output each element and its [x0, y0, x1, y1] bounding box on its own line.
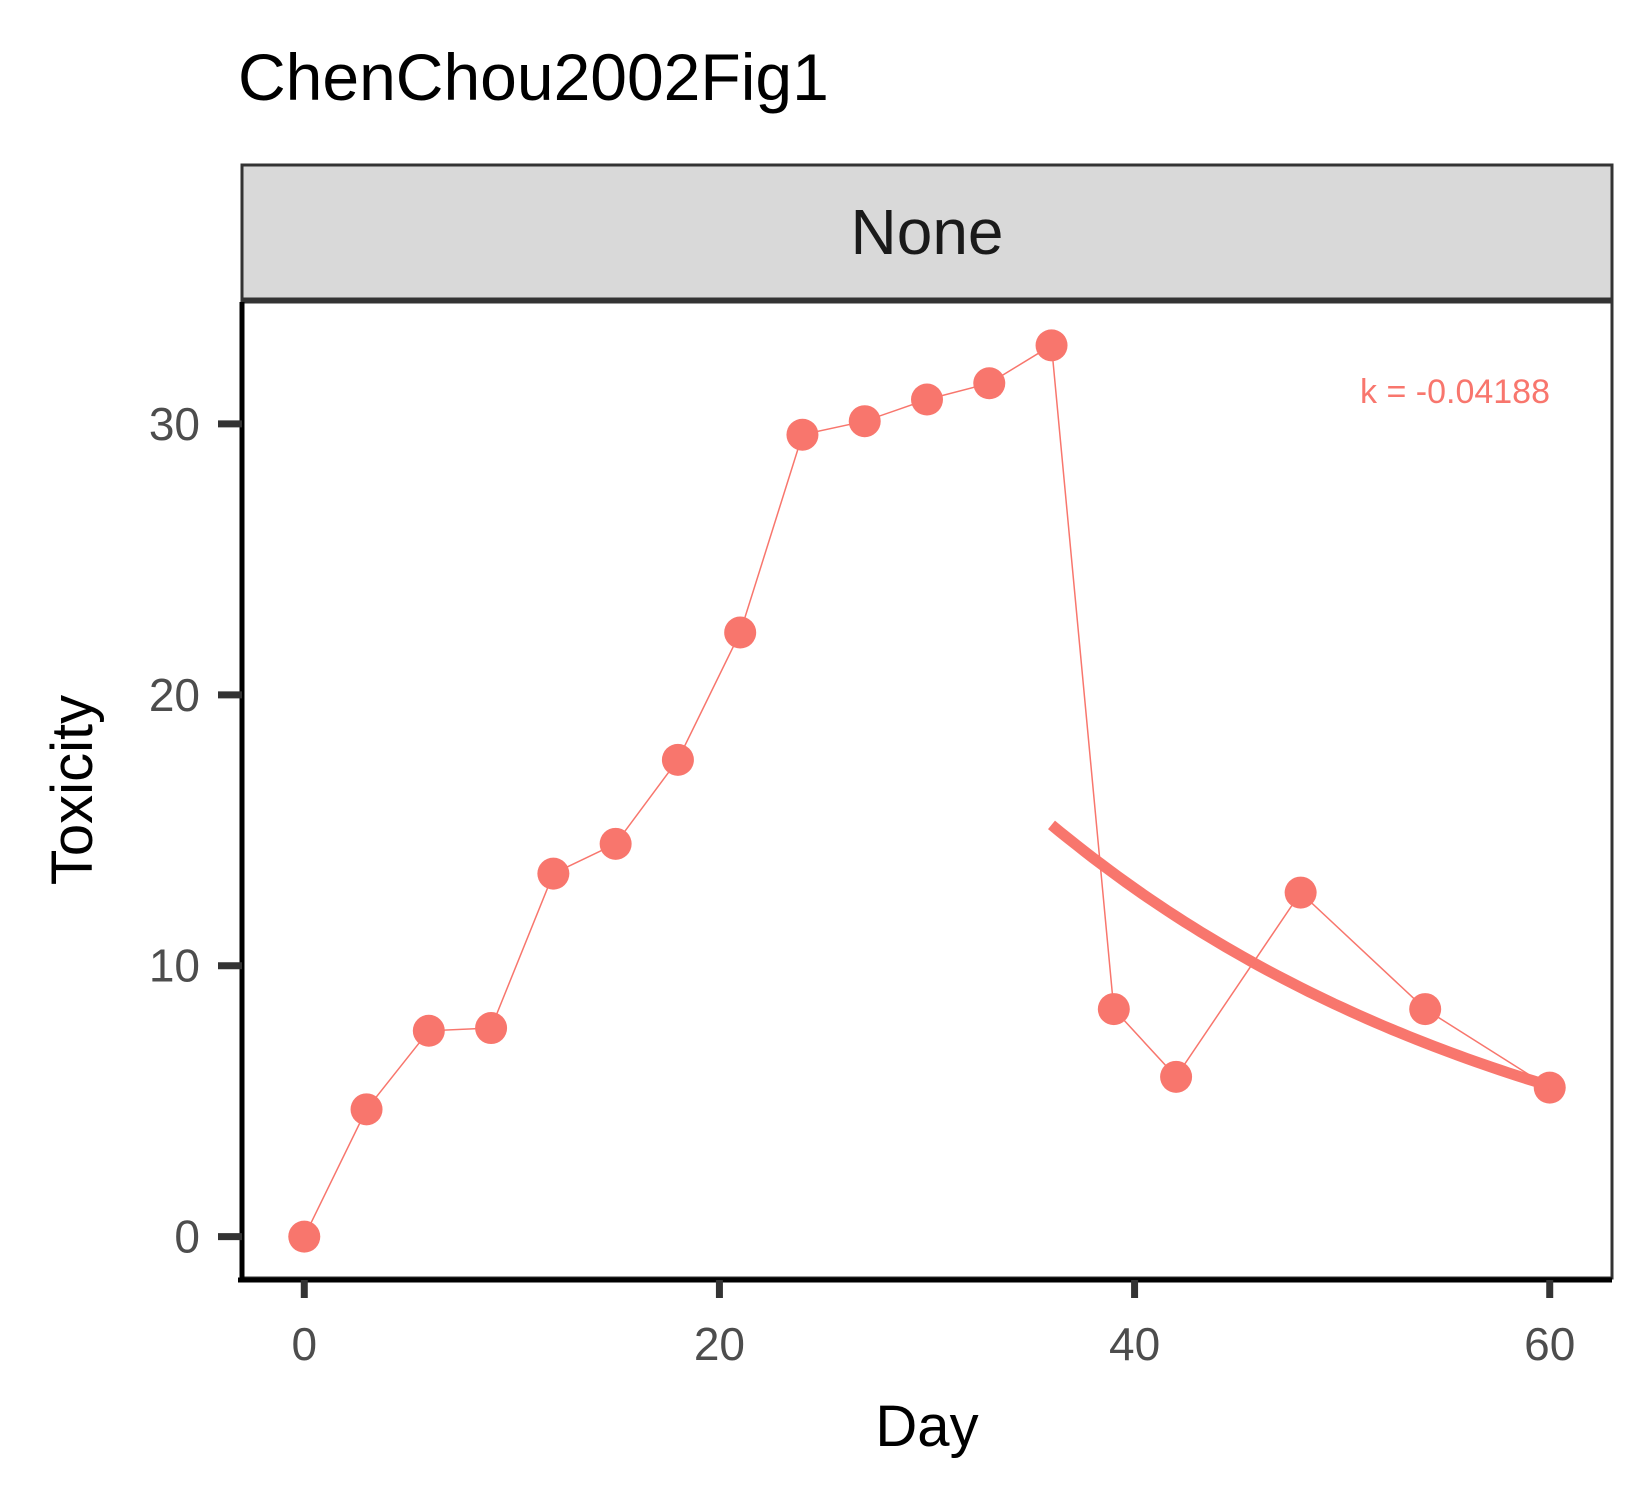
- data-point: [661, 743, 694, 776]
- x-tick-label: 40: [1109, 1318, 1160, 1370]
- series-layer: [288, 329, 1566, 1253]
- x-axis-ticks: 0 20 40 60: [291, 1280, 1575, 1370]
- y-tick-label: 0: [174, 1211, 200, 1263]
- data-point: [1409, 993, 1442, 1026]
- data-point: [599, 827, 632, 860]
- x-tick-label: 60: [1524, 1318, 1575, 1370]
- data-point: [475, 1012, 508, 1045]
- data-point: [973, 367, 1006, 400]
- y-tick-label: 30: [149, 398, 200, 450]
- x-tick-label: 0: [291, 1318, 317, 1370]
- data-point: [412, 1014, 445, 1047]
- chart-title: ChenChou2002Fig1: [238, 40, 829, 114]
- data-point: [350, 1093, 383, 1126]
- data-point: [1035, 329, 1068, 362]
- facet-strip-label: None: [851, 196, 1004, 268]
- data-point: [288, 1220, 321, 1253]
- data-point: [724, 616, 757, 649]
- data-point: [1284, 876, 1317, 909]
- data-point: [1160, 1060, 1193, 1093]
- data-point: [1097, 993, 1130, 1026]
- plot-panel: [240, 300, 1614, 1280]
- fit-curve: [1048, 820, 1552, 1092]
- fit-annotation: k = -0.04188: [1360, 373, 1550, 411]
- data-point: [786, 418, 819, 451]
- y-tick-label: 10: [149, 940, 200, 992]
- data-point: [848, 405, 881, 438]
- x-axis-title: Day: [875, 1394, 978, 1459]
- data-point: [537, 857, 570, 890]
- data-point: [911, 383, 943, 416]
- facet-strip: [240, 163, 1614, 301]
- y-axis-title: Toxicity: [40, 695, 105, 885]
- x-tick-label: 20: [694, 1318, 745, 1370]
- y-tick-label: 20: [149, 669, 200, 721]
- fit-layer: [1048, 820, 1552, 1092]
- y-axis-ticks: 0 10 20 30: [149, 398, 242, 1263]
